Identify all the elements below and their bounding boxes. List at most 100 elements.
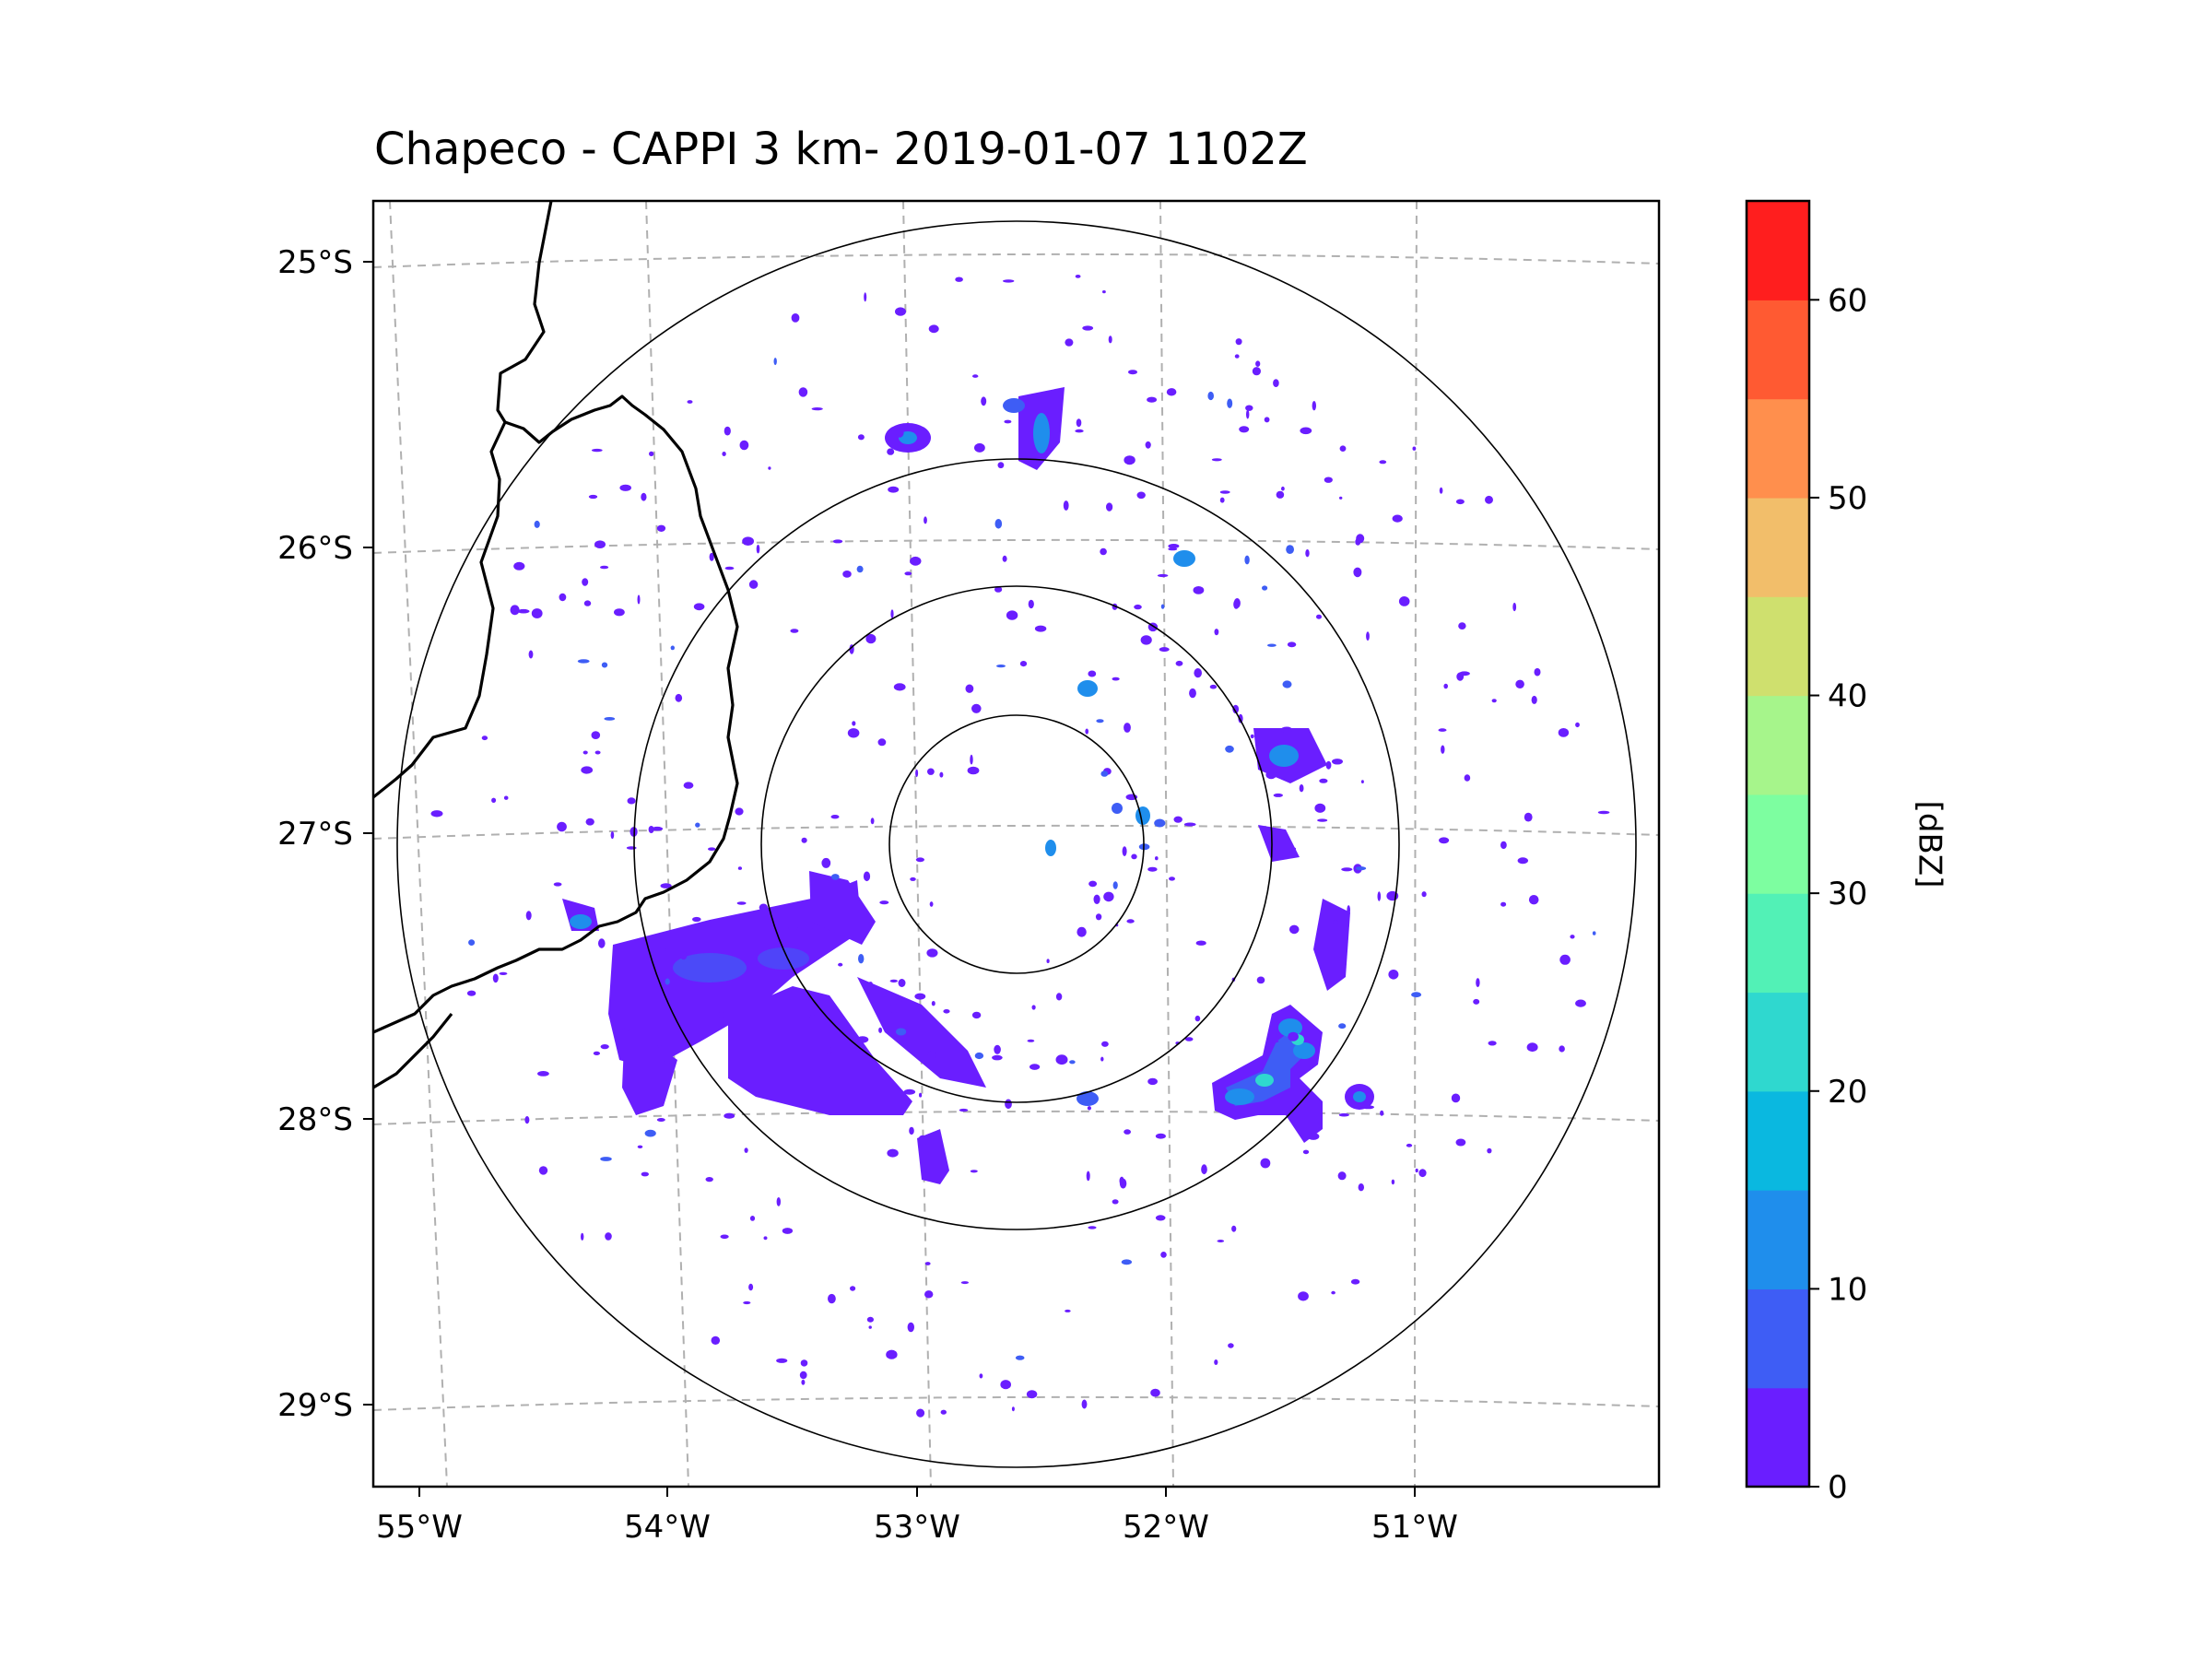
lon-tick-label: 53°W	[874, 1509, 960, 1546]
echo-speckle	[582, 578, 589, 586]
echo-speckle	[1075, 429, 1084, 433]
echo-speckle	[1100, 547, 1107, 556]
echo-speckle	[1439, 837, 1450, 844]
echo-speckle	[811, 407, 823, 411]
echo-speckle	[971, 703, 982, 713]
echo-speckle	[830, 874, 840, 880]
echo-speckle	[776, 1197, 781, 1206]
echo-speckle	[1317, 818, 1328, 822]
echo-speckle	[1193, 586, 1205, 594]
echo-speckle	[1488, 1041, 1497, 1046]
echo-speckle	[943, 1009, 950, 1014]
echo-speckle	[927, 768, 935, 775]
echo-speckle	[582, 750, 588, 755]
echo-speckle	[1214, 1359, 1218, 1365]
echo-sw-band-tip	[809, 871, 876, 945]
echo-speckle	[1235, 338, 1242, 346]
echo-speckle	[1559, 1045, 1565, 1053]
echo-speckle	[974, 442, 985, 453]
echo-speckle	[1464, 774, 1471, 782]
echo-speckle	[856, 565, 864, 573]
echo-speckle	[1559, 954, 1571, 965]
echo-speckle	[1140, 635, 1152, 645]
echo-speckle	[1324, 477, 1333, 483]
echo-speckle	[790, 629, 799, 633]
echo-speckle	[621, 1028, 630, 1031]
echo-speckle	[736, 901, 747, 905]
colorbar-band	[1747, 1090, 1809, 1191]
echo-speckle	[1183, 822, 1196, 827]
echo-speckle	[928, 324, 939, 334]
echo-speckle	[577, 659, 590, 664]
echo-speckle	[1121, 1259, 1133, 1265]
colorbar-band	[1747, 497, 1809, 597]
echo-speckle	[687, 400, 693, 404]
echo-speckle	[791, 313, 800, 323]
echo-speckle	[955, 276, 963, 282]
echo-speckle	[1108, 335, 1112, 344]
echo-speckle	[918, 1135, 928, 1146]
echo-speckle	[1245, 405, 1253, 411]
echo-speckle	[1455, 1138, 1466, 1147]
echo-speckle	[680, 951, 688, 960]
echo-speckle	[491, 797, 497, 803]
lon-tick-label: 52°W	[1123, 1509, 1209, 1546]
longitude-ticks: 55°W 54°W 53°W 52°W 51°W	[376, 1487, 1458, 1546]
echo-speckle	[537, 1071, 549, 1077]
colorbar-band	[1747, 201, 1809, 300]
echo-speckle	[1002, 555, 1007, 562]
echo-speckle	[970, 1170, 978, 1173]
lat-tick-label: 28°S	[277, 1101, 353, 1138]
colorbar-tick-label: 30	[1828, 876, 1867, 912]
echo-speckle	[1298, 1291, 1309, 1301]
echo-speckle	[600, 1044, 609, 1050]
echo-speckle	[660, 883, 672, 888]
echo-speckle	[1093, 894, 1100, 904]
echo-speckle	[1358, 1183, 1365, 1192]
echo-speckle	[1406, 1143, 1413, 1147]
lon-tick-label: 55°W	[376, 1509, 463, 1546]
echo-speckle	[1517, 857, 1529, 865]
meridian-4	[1414, 201, 1418, 1487]
echo-speckle	[992, 1054, 1003, 1061]
echo-speckle	[1341, 867, 1353, 872]
echo-speckle	[649, 451, 654, 456]
echo-speckle	[1065, 338, 1074, 347]
echo-speckle	[1124, 723, 1131, 733]
echo-speckle	[931, 1001, 935, 1006]
echo-speckle	[1157, 573, 1169, 578]
echo-speckle	[1231, 1225, 1237, 1232]
echo-speckle	[492, 973, 499, 983]
echo-speckle	[1273, 793, 1284, 797]
range-rings	[396, 220, 1637, 1468]
echo-speckle	[890, 609, 894, 618]
echo-speckle	[1173, 816, 1182, 823]
echo-speckle	[916, 1408, 925, 1418]
radar-echoes	[430, 275, 1610, 1418]
lat-tick-label: 27°S	[277, 816, 353, 853]
echo-speckle	[1441, 745, 1445, 754]
echo-speckle	[553, 882, 562, 887]
echo-speckle	[1006, 610, 1018, 620]
echo-speckle	[1155, 856, 1159, 861]
echo-speckle	[683, 782, 694, 789]
echo-speckle	[1112, 1199, 1119, 1205]
echo-speckle	[1455, 499, 1465, 505]
echo-speckle	[1169, 877, 1175, 881]
echo-speckle	[1154, 818, 1166, 828]
echo-speckle	[926, 948, 938, 958]
echo-speckle	[720, 1234, 729, 1240]
echo-speckle	[517, 608, 530, 614]
echo-speckle	[1305, 549, 1310, 558]
colorbar-frame	[1745, 199, 1811, 1488]
echo-speckle	[588, 494, 598, 500]
echo-speckle	[1487, 1147, 1492, 1154]
echo-speckle	[1189, 688, 1196, 699]
colorbar-label: [dBZ]	[1912, 801, 1948, 888]
echo-speckle	[1031, 1005, 1036, 1010]
echo-speckle	[782, 1228, 794, 1234]
echo-speckle	[585, 818, 594, 826]
echo-speckle	[801, 837, 807, 843]
echo-speckle	[1088, 880, 1098, 888]
echo-speckle	[598, 938, 606, 948]
